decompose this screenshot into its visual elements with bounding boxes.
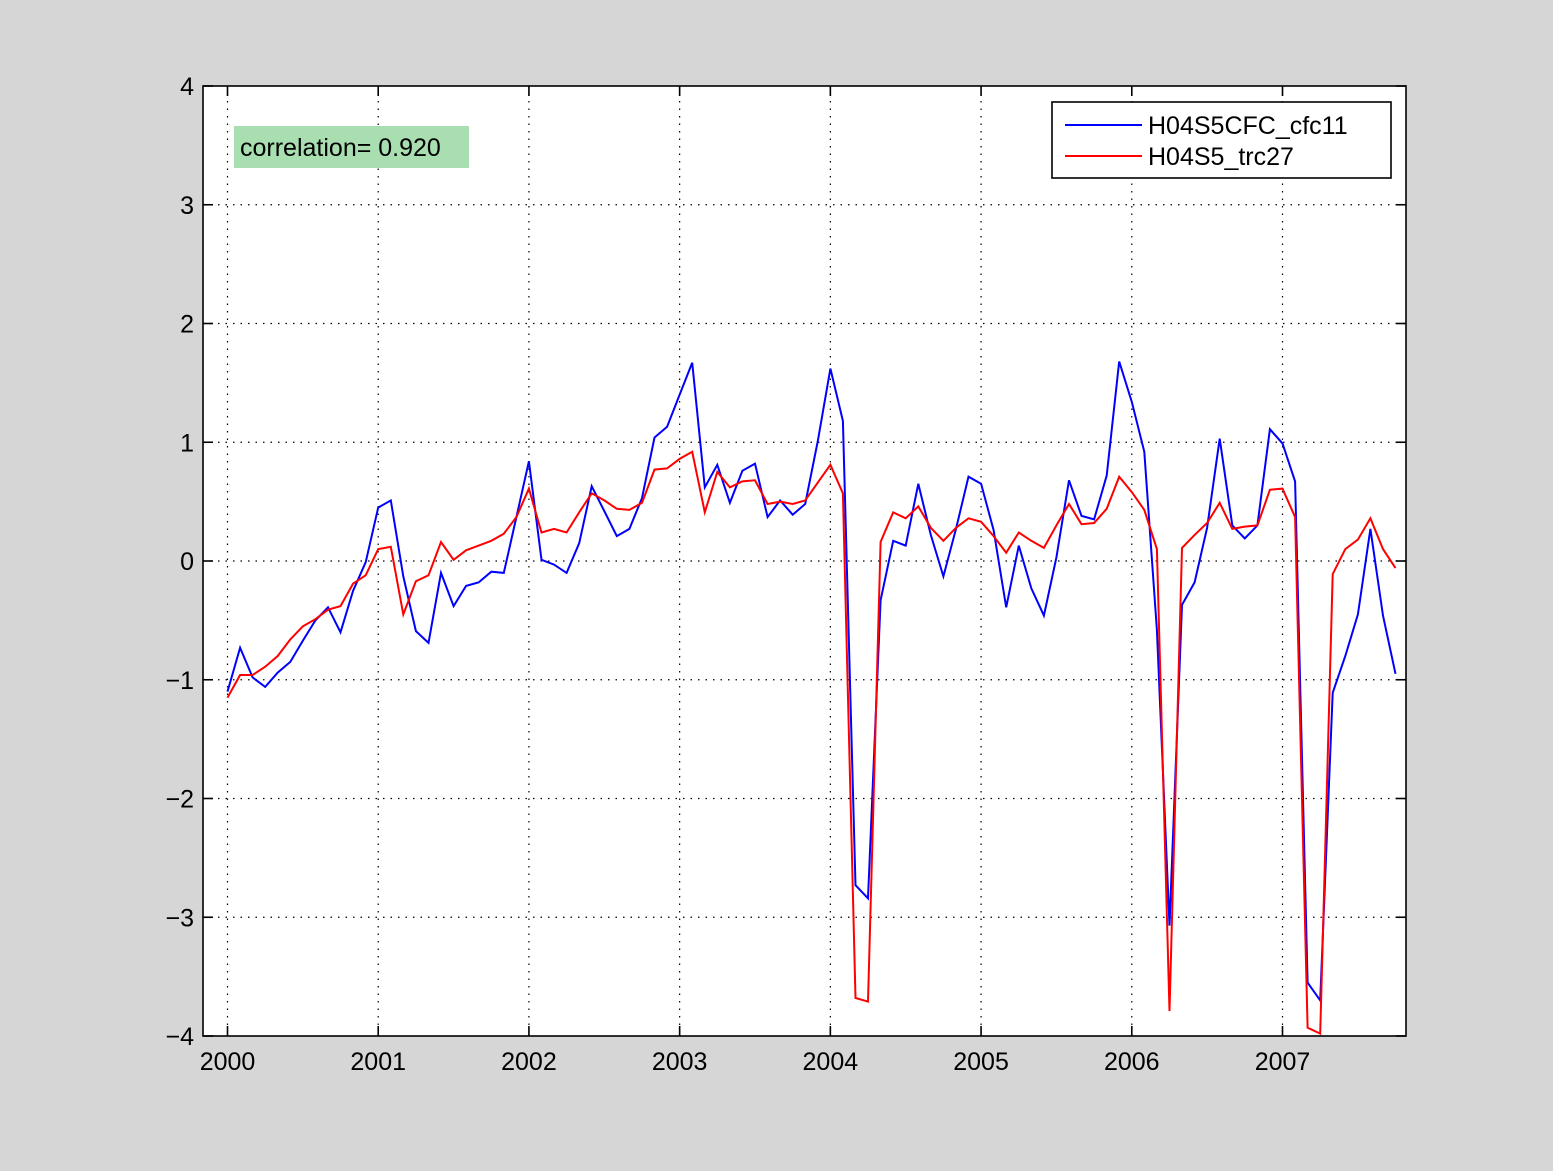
x-tick-label: 2007 [1255, 1048, 1311, 1076]
legend-label-cfc11: H04S5CFC_cfc11 [1148, 112, 1348, 140]
y-tick-label: −4 [165, 1023, 194, 1051]
annotation-text: correlation= 0.920 [240, 134, 441, 162]
annotation-box [234, 126, 469, 168]
legend: H04S5CFC_cfc11 H04S5_trc27 [1051, 101, 1392, 179]
y-tick-label: 3 [180, 192, 194, 220]
y-tick-label: 4 [180, 73, 194, 101]
correlation-annotation: correlation= 0.920 [234, 126, 469, 168]
y-tick-label: −1 [165, 667, 194, 695]
y-tick-label: −3 [165, 904, 194, 932]
y-tick-label: 2 [180, 311, 194, 339]
series-lines [226, 361, 1397, 1036]
x-tick-label: 2002 [501, 1048, 557, 1076]
x-tick-label: 2006 [1104, 1048, 1160, 1076]
series-line-trc27 [226, 450, 1397, 1036]
axis-ticks [203, 85, 1406, 1037]
grid-lines [203, 86, 1406, 1036]
y-tick-label: 1 [180, 429, 194, 457]
series-line-cfc11 [226, 361, 1397, 1004]
x-tick-label: 2003 [652, 1048, 708, 1076]
y-tick-label: 0 [180, 548, 194, 576]
x-tick-label: 2004 [803, 1048, 859, 1076]
legend-label-trc27: H04S5_trc27 [1148, 143, 1294, 171]
x-tick-label: 2001 [350, 1048, 406, 1076]
y-tick-label: −2 [165, 786, 194, 814]
x-tick-label: 2005 [953, 1048, 1009, 1076]
legend-box [1051, 101, 1392, 179]
tick-labels: 2000 2001 2002 2003 2004 2005 2006 2007 −4 −3 −2 −1… [165, 73, 1310, 1076]
x-tick-label: 2000 [200, 1048, 256, 1076]
